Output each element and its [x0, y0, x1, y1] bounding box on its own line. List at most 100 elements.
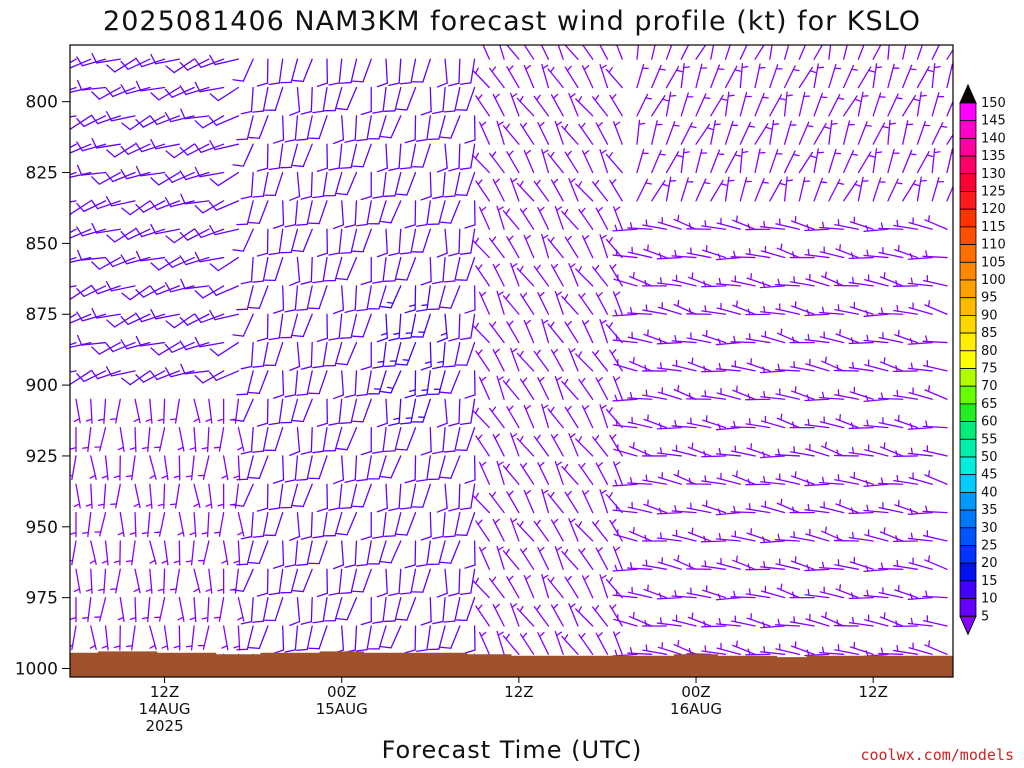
wind-barb — [125, 540, 136, 566]
wind-barb — [819, 646, 845, 655]
wind-barb — [843, 95, 861, 117]
wind-barb — [492, 348, 505, 372]
wind-barb — [439, 540, 461, 564]
wind-barb — [835, 584, 860, 599]
wind-barb — [848, 616, 874, 627]
wind-barb — [268, 58, 284, 86]
wind-barb — [169, 568, 180, 594]
wind-barb — [404, 455, 417, 484]
wind-barb — [774, 448, 801, 457]
wind-barb — [432, 511, 446, 540]
y-axis: 800 825 850 875 900 925 950 975 1000 — [15, 93, 70, 679]
wind-barb — [478, 546, 491, 570]
wind-barb — [892, 535, 919, 543]
wind-barb — [533, 179, 550, 202]
wind-barb — [686, 247, 712, 259]
wind-barb — [686, 307, 712, 315]
wind-barb — [609, 519, 623, 542]
wind-barb — [164, 86, 195, 98]
wind-barb — [209, 309, 240, 321]
wind-barb — [892, 450, 919, 458]
wind-barb — [459, 143, 476, 170]
colorbar-label: 10 — [981, 592, 998, 607]
credit-text[interactable]: coolwx.com/models — [860, 746, 1014, 764]
wind-barb — [492, 518, 505, 542]
wind-barb — [599, 404, 609, 429]
wind-barb — [924, 385, 948, 400]
wind-barb — [404, 370, 417, 399]
wind-barb — [924, 470, 948, 485]
wind-barb — [613, 444, 638, 457]
wind-barb — [804, 248, 830, 259]
wind-barb — [864, 274, 889, 287]
colorbar-label: 125 — [981, 185, 1006, 200]
wind-barb — [672, 614, 697, 627]
wind-barb — [221, 455, 229, 481]
wind-barb — [581, 575, 594, 599]
wind-barb — [657, 387, 682, 400]
wind-barb — [237, 596, 245, 622]
wind-barb — [819, 586, 845, 599]
wind-barb — [605, 322, 623, 344]
wind-barb — [651, 95, 669, 117]
wind-barb — [537, 121, 550, 145]
colorbar-label: 110 — [981, 238, 1006, 253]
wind-barb — [395, 86, 417, 111]
wind-barb — [516, 95, 535, 117]
wind-barb — [180, 278, 210, 290]
wind-barb — [833, 364, 860, 372]
wind-barb — [715, 423, 741, 431]
wind-barb — [448, 483, 461, 512]
wind-barb — [848, 276, 874, 287]
wind-barb — [819, 476, 845, 485]
wind-barb — [149, 200, 180, 211]
wind-barb — [519, 547, 535, 570]
wind-barb — [776, 243, 801, 259]
wind-barb — [404, 285, 417, 314]
wind-barb — [798, 66, 817, 89]
wind-barb — [516, 350, 535, 372]
wind-barb — [581, 320, 594, 344]
wind-barb — [232, 483, 254, 507]
colorbar-bottom-arrow — [959, 615, 977, 636]
wind-barb — [821, 356, 845, 372]
wind-barb — [194, 313, 225, 324]
wind-barb — [665, 45, 673, 60]
wind-barb — [105, 366, 136, 377]
wind-barb — [701, 390, 727, 400]
wind-barb — [687, 442, 712, 457]
wind-barb — [864, 359, 889, 372]
wind-barb — [745, 333, 771, 344]
wind-barb — [657, 302, 682, 315]
wind-barb — [651, 149, 666, 174]
wind-barb — [268, 228, 284, 256]
wind-barb — [643, 584, 668, 599]
wind-barb — [581, 65, 594, 89]
wind-barb — [537, 461, 550, 485]
wind-barb — [789, 506, 815, 514]
wind-barb — [194, 228, 225, 239]
wind-barb — [754, 92, 769, 117]
wind-barb — [715, 532, 741, 542]
wind-barb — [135, 80, 166, 92]
wind-barb — [194, 81, 225, 93]
wind-barb — [564, 45, 579, 60]
wind-barb — [642, 389, 668, 400]
wind-barb — [70, 58, 92, 69]
wind-barb — [568, 518, 579, 542]
wind-barb — [120, 84, 151, 95]
x-tick-label: 12Z — [150, 683, 179, 701]
wind-barb — [367, 285, 387, 310]
wind-barb — [710, 179, 728, 202]
wind-barb — [312, 341, 328, 369]
wind-barb — [946, 48, 953, 60]
colorbar-label: 90 — [981, 308, 998, 323]
wind-barb — [236, 285, 254, 311]
wind-barb — [671, 590, 697, 599]
wind-barb — [739, 147, 749, 174]
wind-barb — [475, 264, 491, 287]
wind-barb — [629, 271, 653, 287]
wind-barb — [554, 545, 564, 570]
wind-barb — [894, 244, 919, 259]
colorbar-label: 140 — [981, 131, 1006, 146]
